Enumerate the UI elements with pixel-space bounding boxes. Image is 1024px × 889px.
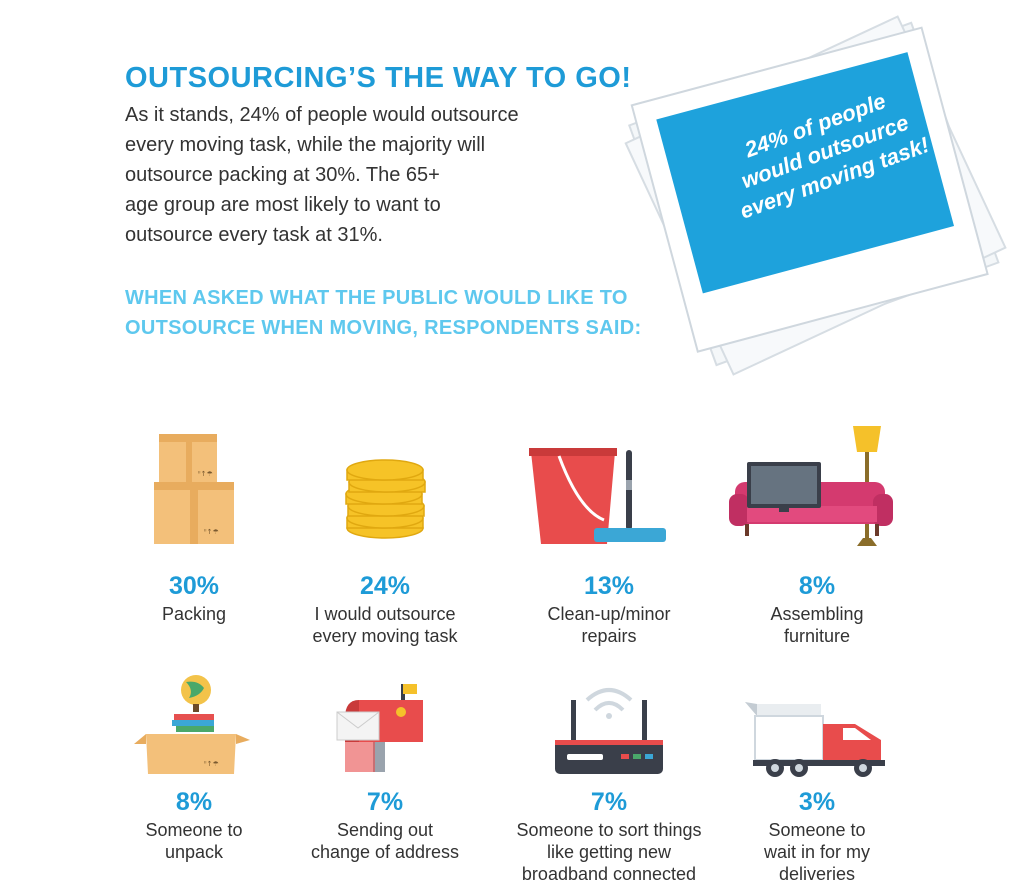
stat-percent: 8% <box>798 572 836 600</box>
stat-label: Packing <box>161 604 227 624</box>
stat-label: Someone to sort things like getting new … <box>516 820 702 884</box>
stat-label: Someone to wait in for my deliveries <box>763 820 871 884</box>
section-subheading: WHEN ASKED WHAT THE PUBLIC WOULD LIKE TO… <box>125 283 641 343</box>
stat-percent: 30% <box>168 572 220 600</box>
stat-percent: 3% <box>798 788 836 816</box>
stat-label: Assembling furniture <box>770 604 864 646</box>
svg-text:ᴵᴵ↑☂: ᴵᴵ↑☂ <box>204 760 219 768</box>
subheading-line: OUTSOURCE WHEN MOVING, RESPONDENTS SAID: <box>125 317 642 339</box>
svg-text:ᴵᴵ↑☂: ᴵᴵ↑☂ <box>198 470 213 478</box>
stat-percent: 7% <box>366 788 404 816</box>
open-box-globe-icon: ᴵᴵ↑☂ <box>134 675 250 774</box>
intro-line: age group are most likely to want to <box>125 194 441 216</box>
wifi-router-icon <box>555 688 663 774</box>
intro-line: As it stands, 24% of people would outsou… <box>125 104 519 126</box>
coin-stack-icon <box>345 459 426 539</box>
stat-percent: 8% <box>175 788 213 816</box>
subheading-line: WHEN ASKED WHAT THE PUBLIC WOULD LIKE TO <box>125 287 628 309</box>
stat-label: Clean-up/minor repairs <box>547 604 671 646</box>
mailbox-icon <box>336 684 423 772</box>
sofa-tv-lamp-icon <box>729 426 893 546</box>
intro-line: every moving task, while the majority wi… <box>125 134 486 156</box>
polaroid-stack-icon <box>624 15 1007 376</box>
stat-label: Someone to unpack <box>145 820 243 862</box>
page-title: OUTSOURCING’S THE WAY TO GO! <box>125 62 632 94</box>
stat-label: I would outsource every moving task <box>312 604 458 646</box>
intro-line: outsource every task at 31%. <box>125 224 383 246</box>
svg-text:ᴵᴵ↑☂: ᴵᴵ↑☂ <box>204 528 219 536</box>
stat-percent: 24% <box>359 572 411 600</box>
stat-percent: 7% <box>590 788 628 816</box>
intro-line: outsource packing at 30%. The 65+ <box>125 164 440 186</box>
bucket-mop-icon <box>529 448 666 544</box>
delivery-truck-icon <box>745 702 885 777</box>
stacked-boxes-icon: ᴵᴵ↑☂ ᴵᴵ↑☂ <box>154 434 234 544</box>
stat-label: Sending out change of address <box>310 820 460 862</box>
intro-paragraph: As it stands, 24% of people would outsou… <box>125 100 595 250</box>
stat-percent: 13% <box>583 572 635 600</box>
